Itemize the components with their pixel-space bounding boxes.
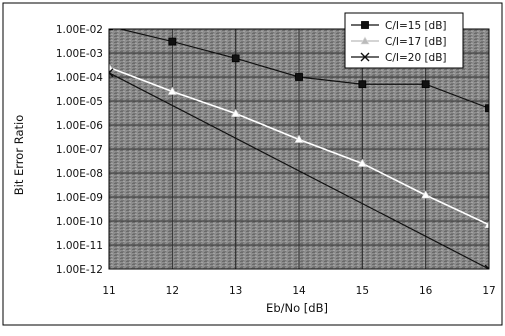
y-tick-label: 1.00E-05 xyxy=(56,96,103,108)
plot-frame xyxy=(108,28,490,270)
legend-label: C/I=15 [dB] xyxy=(385,20,447,32)
series-marker xyxy=(109,68,114,78)
y-tick-labels: 1.00E-02 1.00E-03 1.00E-04 1.00E-05 1.00E-06… xyxy=(56,24,103,276)
x-tick-labels: 11 12 13 14 15 16 17 xyxy=(102,285,495,297)
y-tick-label: 1.00E-02 xyxy=(56,24,103,36)
x-tick-label: 15 xyxy=(356,285,369,297)
series-marker xyxy=(484,264,489,269)
x-tick-label: 13 xyxy=(229,285,242,297)
series-marker xyxy=(484,220,489,229)
legend-label: C/I=17 [dB] xyxy=(385,36,447,48)
y-tick-label: 1.00E-12 xyxy=(56,264,103,276)
legend: C/I=15 [dB] C/I=17 [dB] C/I=20 [dB] xyxy=(344,12,464,69)
series-marker xyxy=(360,52,370,62)
y-tick-label: 1.00E-09 xyxy=(56,192,103,204)
y-tick-label: 1.00E-04 xyxy=(56,72,103,84)
series-marker xyxy=(421,80,430,89)
series-marker xyxy=(485,104,489,113)
series-marker xyxy=(109,62,114,71)
series-marker xyxy=(358,80,367,89)
x-tick-label: 16 xyxy=(419,285,433,297)
y-tick-label: 1.00E-08 xyxy=(56,168,103,180)
series-group xyxy=(109,62,489,229)
x-tick-label: 17 xyxy=(482,285,495,297)
series-marker xyxy=(361,21,369,29)
y-axis-title: Bit Error Ratio xyxy=(12,115,26,195)
series-marker xyxy=(167,86,177,95)
y-tick-label: 1.00E-06 xyxy=(56,120,103,132)
y-tick-label: 1.00E-03 xyxy=(56,48,103,60)
series-marker xyxy=(231,108,241,117)
y-tick-label: 1.00E-10 xyxy=(56,216,103,228)
x-tick-label: 11 xyxy=(102,285,115,297)
series-layer xyxy=(109,29,489,269)
series-marker xyxy=(294,134,304,143)
x-tick-label: 12 xyxy=(166,285,179,297)
series-marker xyxy=(168,37,177,46)
y-tick-label: 1.00E-07 xyxy=(56,144,103,156)
series-group xyxy=(109,68,489,269)
series-group xyxy=(109,29,489,113)
x-tick-label: 14 xyxy=(292,285,306,297)
series-marker xyxy=(295,73,303,81)
series-marker xyxy=(231,54,240,63)
series-marker xyxy=(421,190,431,199)
series-line xyxy=(109,72,489,269)
series-marker xyxy=(360,36,370,45)
series-marker xyxy=(357,158,367,167)
x-axis-title: Eb/No [dB] xyxy=(266,301,328,315)
legend-label: C/I=20 [dB] xyxy=(385,52,447,64)
y-tick-label: 1.00E-11 xyxy=(56,240,103,252)
